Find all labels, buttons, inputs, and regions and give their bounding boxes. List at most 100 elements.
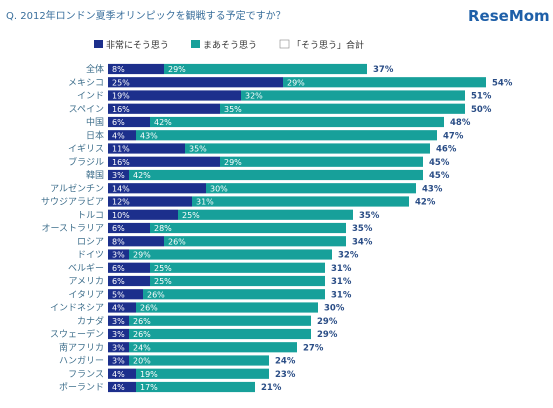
bar-very-much — [108, 328, 129, 340]
category-label: スペイン — [69, 105, 104, 115]
bar-very-much — [108, 77, 283, 88]
category-label: アルゼンチン — [50, 182, 104, 194]
bar-very-much — [108, 249, 129, 260]
category-label: イタリア — [68, 289, 104, 300]
category-label: ポーランド — [59, 382, 104, 393]
category-label: ベルギー — [68, 263, 104, 274]
bar-very-much — [108, 90, 241, 101]
bar-label-somewhat: 31% — [196, 198, 214, 207]
legend-swatch-total — [279, 39, 290, 49]
bar-somewhat — [178, 209, 353, 220]
bar-label-somewhat: 24% — [133, 343, 151, 352]
bar-very-much — [108, 222, 150, 234]
bar-very-much — [108, 169, 129, 181]
bar-label-very-much: 16% — [112, 105, 130, 114]
legend-label-very-much: 非常にそう思う — [106, 39, 169, 51]
category-label: スウェーデン — [50, 328, 104, 340]
bar-very-much — [108, 209, 178, 220]
total-label: 42% — [415, 198, 436, 208]
bar-label-very-much: 3% — [112, 343, 125, 352]
bar-label-very-much: 11% — [112, 145, 130, 154]
bar-label-very-much: 10% — [112, 211, 130, 220]
bar-label-very-much: 6% — [112, 277, 125, 286]
bar-very-much — [108, 236, 164, 247]
bar-somewhat — [220, 103, 465, 114]
total-label: 31% — [331, 290, 352, 300]
bar-very-much — [108, 143, 185, 154]
category-label: トルコ — [77, 211, 104, 221]
total-label: 30% — [324, 304, 345, 314]
total-label: 47% — [443, 131, 464, 141]
bar-somewhat — [185, 143, 430, 154]
total-label: 31% — [331, 264, 352, 274]
category-label: 全体 — [86, 63, 104, 75]
bar-label-very-much: 5% — [112, 290, 125, 299]
bar-label-very-much: 25% — [112, 78, 130, 87]
category-label: メキシコ — [68, 78, 104, 88]
bar-label-very-much: 6% — [112, 118, 125, 127]
bar-label-very-much: 3% — [112, 357, 125, 366]
category-label: 南アフリカ — [59, 341, 104, 353]
bar-somewhat — [206, 183, 416, 194]
bar-somewhat — [164, 236, 346, 247]
category-label: アメリカ — [68, 276, 104, 287]
total-label: 51% — [471, 92, 492, 102]
bar-somewhat — [129, 249, 332, 260]
bar-label-somewhat: 26% — [168, 237, 186, 246]
bar-label-very-much: 14% — [112, 184, 130, 193]
bar-label-somewhat: 29% — [224, 158, 242, 167]
bar-label-somewhat: 19% — [140, 370, 158, 379]
bar-very-much — [108, 262, 150, 273]
total-label: 43% — [422, 184, 443, 194]
legend-label-somewhat: まあそう思う — [203, 40, 257, 51]
bar-somewhat — [150, 275, 325, 287]
bar-label-somewhat: 32% — [245, 92, 263, 101]
bar-somewhat — [136, 302, 318, 313]
bar-label-very-much: 4% — [112, 383, 125, 392]
bar-label-somewhat: 29% — [133, 251, 151, 260]
total-label: 35% — [352, 224, 373, 234]
legend-swatch-very-much — [94, 40, 103, 48]
bar-label-somewhat: 26% — [140, 304, 158, 313]
total-label: 48% — [450, 118, 471, 128]
bar-label-somewhat: 25% — [154, 277, 172, 286]
bar-somewhat — [150, 116, 444, 128]
bar-very-much — [108, 183, 206, 194]
category-label: フランス — [68, 369, 104, 380]
category-label: サウジアラビア — [41, 197, 104, 208]
bar-label-very-much: 6% — [112, 264, 125, 273]
bar-very-much — [108, 368, 136, 379]
total-label: 29% — [317, 317, 338, 327]
bar-somewhat — [143, 289, 325, 300]
bar-very-much — [108, 130, 136, 141]
bar-somewhat — [220, 156, 423, 167]
bar-very-much — [108, 275, 150, 287]
bar-somewhat — [129, 315, 311, 326]
bar-label-somewhat: 25% — [182, 211, 200, 220]
bar-very-much — [108, 63, 164, 75]
bar-label-very-much: 3% — [112, 330, 125, 339]
total-label: 34% — [352, 237, 373, 247]
total-label: 35% — [359, 211, 380, 221]
bars-area: 全体 8% 29% 37%メキシコ 25% 29% 54%インド 19% 32% 51%スペイン 1… — [41, 63, 513, 393]
bar-label-very-much: 19% — [112, 92, 130, 101]
bar-somewhat — [129, 342, 297, 353]
bar-somewhat — [136, 368, 269, 379]
bar-label-very-much: 3% — [112, 251, 125, 260]
bar-label-very-much: 3% — [112, 317, 125, 326]
bar-very-much — [108, 315, 129, 326]
total-label: 32% — [338, 251, 359, 261]
total-label: 54% — [492, 78, 513, 88]
bar-very-much — [108, 381, 136, 393]
bar-label-somewhat: 26% — [133, 330, 151, 339]
category-label: ハンガリー — [59, 356, 104, 367]
bar-label-very-much: 4% — [112, 370, 125, 379]
bar-very-much — [108, 116, 150, 128]
total-label: 50% — [471, 105, 492, 115]
bar-somewhat — [150, 262, 325, 273]
bar-very-much — [108, 302, 136, 313]
legend-swatch-somewhat — [191, 40, 200, 48]
bar-somewhat — [129, 328, 311, 340]
bar-label-very-much: 8% — [112, 65, 125, 74]
